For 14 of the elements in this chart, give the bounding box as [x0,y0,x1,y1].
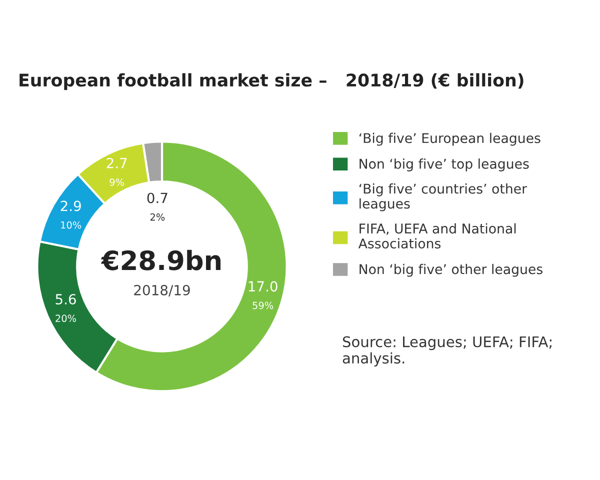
text: 2018/19 [134,284,190,296]
data-label: 2.7 9% [106,158,127,186]
chart-title: European football market size – 2018/19 (€ billion) [20,73,524,90]
legend-label: ‘Big five’ European leagues [359,132,540,146]
legend-label: ‘Big five’ countries’ other leagues [359,183,528,212]
source-note: Source: Leagues; UEFA; FIFA; analysis. [342,336,552,366]
legend-label: Non ‘big five’ other leagues [360,264,542,277]
data-label: 2.9 10% [60,200,82,229]
legend-label: FIFA, UEFA and National Associations [358,223,516,248]
text: €28.9bn [100,250,221,270]
data-label: 0.7 2% [147,192,168,221]
legend-label: Non ‘big five’ top leagues [360,158,529,172]
data-label: 17.0 59% [248,281,278,310]
data-label: 5.6 20% [56,294,76,322]
